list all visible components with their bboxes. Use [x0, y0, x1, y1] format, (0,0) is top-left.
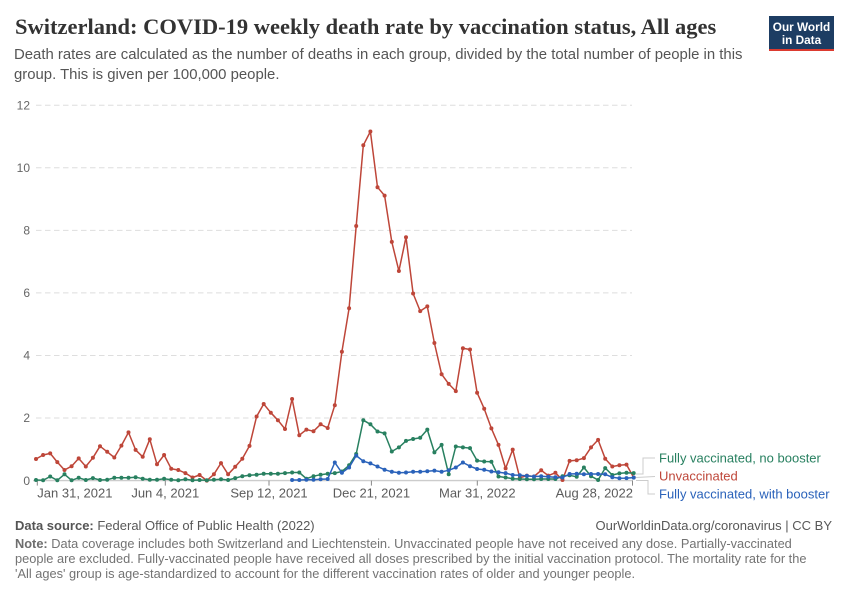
- svg-text:6: 6: [23, 286, 30, 300]
- svg-text:12: 12: [17, 98, 31, 112]
- svg-text:Sep 12, 2021: Sep 12, 2021: [230, 486, 307, 501]
- svg-text:Fully vaccinated, with booster: Fully vaccinated, with booster: [659, 487, 830, 502]
- svg-text:0: 0: [23, 474, 30, 488]
- svg-text:Jan 31, 2021: Jan 31, 2021: [37, 486, 112, 501]
- svg-text:Jun 4, 2021: Jun 4, 2021: [131, 486, 199, 501]
- svg-text:8: 8: [23, 224, 30, 238]
- svg-text:2: 2: [23, 411, 30, 425]
- svg-text:4: 4: [23, 349, 30, 363]
- svg-text:Mar 31, 2022: Mar 31, 2022: [439, 486, 516, 501]
- svg-text:Fully vaccinated, no booster: Fully vaccinated, no booster: [659, 451, 822, 466]
- svg-text:Aug 28, 2022: Aug 28, 2022: [556, 486, 633, 501]
- svg-text:10: 10: [17, 161, 31, 175]
- svg-text:Unvaccinated: Unvaccinated: [659, 469, 738, 484]
- svg-text:Dec 21, 2021: Dec 21, 2021: [333, 486, 410, 501]
